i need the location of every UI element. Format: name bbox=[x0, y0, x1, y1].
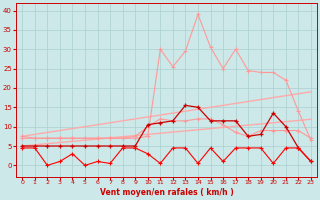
X-axis label: Vent moyen/en rafales ( km/h ): Vent moyen/en rafales ( km/h ) bbox=[100, 188, 234, 197]
